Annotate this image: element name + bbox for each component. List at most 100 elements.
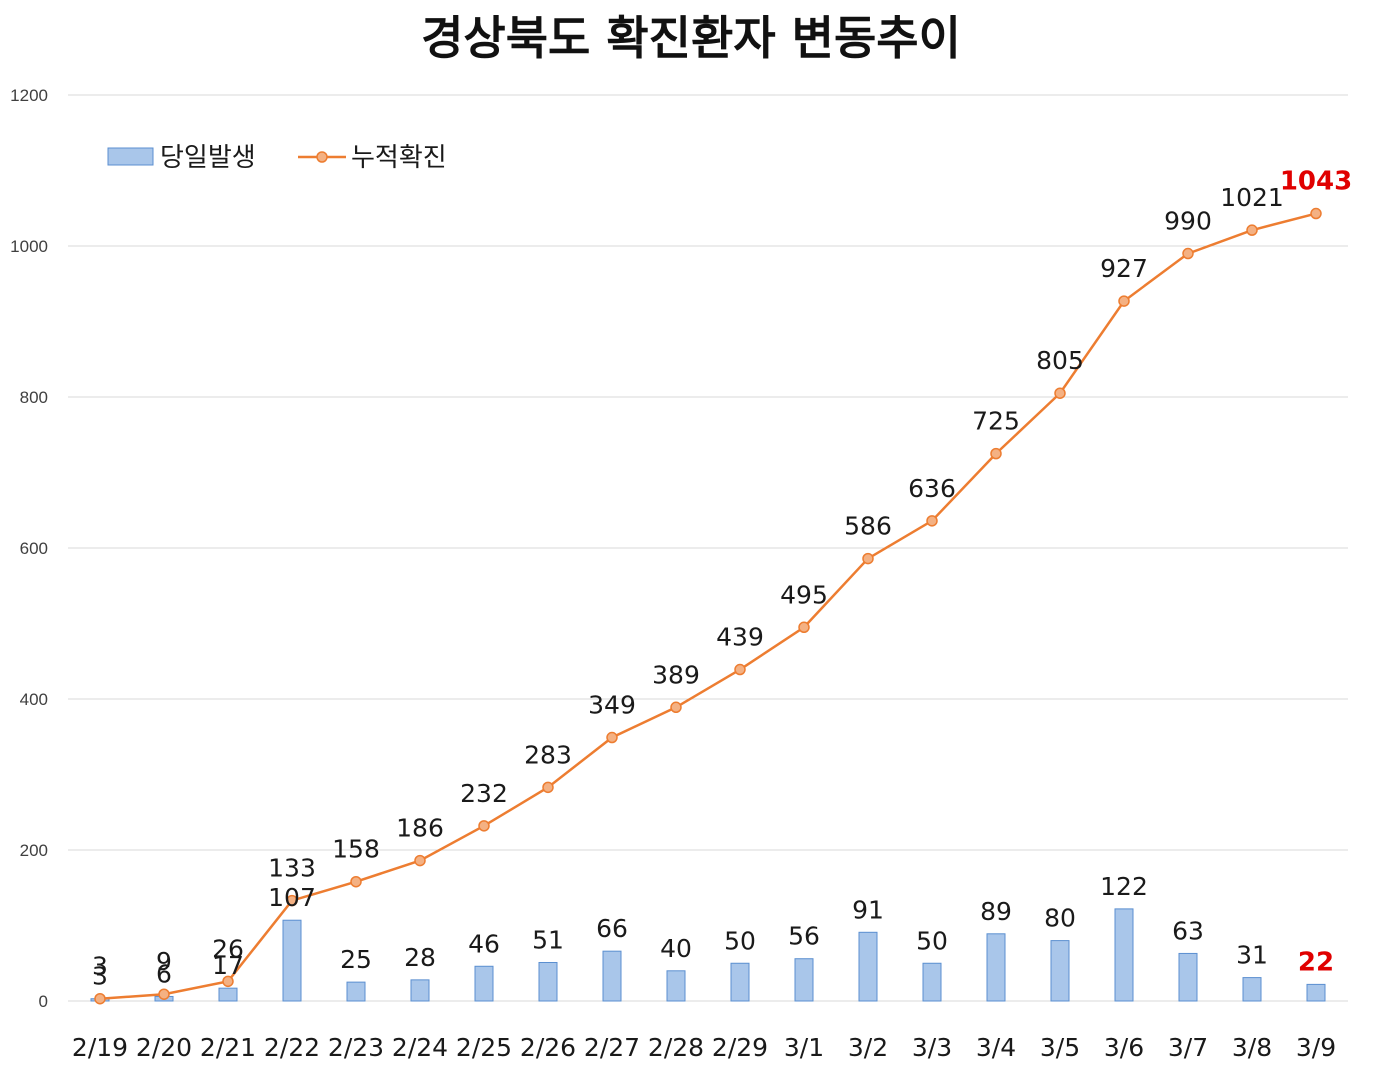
legend-bar-label: 당일발생 bbox=[160, 143, 256, 173]
x-tick-label: 3/6 bbox=[1104, 1033, 1144, 1062]
line-point bbox=[1246, 224, 1258, 236]
line-point bbox=[1054, 387, 1066, 399]
bar bbox=[986, 933, 1006, 1002]
line-series bbox=[94, 207, 1322, 1005]
y-tick-label: 200 bbox=[20, 841, 48, 860]
bar-data-label: 6 bbox=[156, 959, 172, 988]
x-tick-label: 2/25 bbox=[456, 1033, 512, 1062]
bar bbox=[218, 987, 238, 1002]
bar-data-label: 50 bbox=[724, 926, 756, 955]
bar-data-label: 56 bbox=[788, 922, 820, 951]
line-data-label: 495 bbox=[780, 580, 828, 609]
bar bbox=[538, 961, 558, 1002]
bar bbox=[1242, 977, 1262, 1002]
bar bbox=[1178, 952, 1198, 1002]
bar-data-label: 91 bbox=[852, 895, 884, 924]
legend-line-label: 누적확진 bbox=[351, 143, 447, 173]
line-point bbox=[990, 447, 1002, 460]
line-data-label: 927 bbox=[1100, 254, 1148, 283]
x-tick-label: 2/26 bbox=[520, 1033, 576, 1062]
x-tick-label: 3/8 bbox=[1232, 1033, 1272, 1062]
line-data-label: 133 bbox=[268, 854, 316, 883]
x-tick-label: 2/22 bbox=[264, 1033, 320, 1062]
line-data-label: 586 bbox=[844, 512, 892, 541]
line-data-label: 990 bbox=[1164, 207, 1212, 236]
line-point bbox=[670, 701, 682, 714]
line-point bbox=[286, 894, 298, 907]
bar-data-label: 80 bbox=[1044, 904, 1076, 933]
x-tick-label: 2/20 bbox=[136, 1033, 192, 1062]
bar-data-label: 31 bbox=[1236, 941, 1268, 970]
bar bbox=[858, 931, 878, 1002]
x-tick-label: 3/1 bbox=[784, 1033, 824, 1062]
line-data-label: 1043 bbox=[1280, 167, 1352, 197]
line-data-label: 389 bbox=[652, 660, 700, 689]
y-axis-ticks: 0 200 400 600 800 1000 1200 bbox=[10, 86, 48, 1011]
line-series-path bbox=[99, 212, 1317, 1000]
line-point bbox=[862, 552, 874, 565]
x-tick-label: 3/9 bbox=[1296, 1033, 1336, 1062]
line-point bbox=[798, 621, 810, 634]
y-tick-label: 400 bbox=[20, 690, 48, 709]
line-point bbox=[734, 663, 746, 676]
bar-data-label: 22 bbox=[1298, 947, 1334, 977]
x-tick-label: 2/23 bbox=[328, 1033, 384, 1062]
x-tick-label: 3/3 bbox=[912, 1033, 952, 1062]
y-tick-label: 800 bbox=[20, 388, 48, 407]
line-point bbox=[1310, 207, 1322, 220]
x-tick-label: 3/7 bbox=[1168, 1033, 1208, 1062]
bar-data-label: 51 bbox=[532, 925, 564, 954]
bar bbox=[1114, 908, 1134, 1002]
bar-data-label: 3 bbox=[92, 962, 108, 991]
x-tick-label: 3/2 bbox=[848, 1033, 888, 1062]
y-tick-label: 1000 bbox=[10, 237, 48, 256]
line-point bbox=[926, 515, 938, 527]
y-tick-label: 1200 bbox=[10, 86, 48, 105]
line-point bbox=[350, 875, 362, 888]
line-data-label: 439 bbox=[716, 623, 764, 652]
data-labels: 3 6 17 107 25 28 46 51 66 40 50 56 91 50 89 80 122 63 31 22… bbox=[92, 167, 1352, 991]
line-data-label: 636 bbox=[908, 474, 956, 503]
gridlines bbox=[68, 94, 1348, 1002]
line-data-label: 186 bbox=[396, 814, 444, 843]
line-point bbox=[478, 820, 490, 832]
line-data-label: 1021 bbox=[1220, 183, 1284, 212]
legend-bar-swatch bbox=[107, 147, 154, 166]
bar-data-label: 46 bbox=[468, 929, 500, 958]
line-point bbox=[222, 975, 234, 988]
legend: 당일발생 누적확진 bbox=[107, 143, 447, 173]
x-tick-label: 3/4 bbox=[976, 1033, 1016, 1062]
line-data-label: 232 bbox=[460, 779, 508, 808]
line-point bbox=[94, 992, 106, 1005]
line-data-label: 805 bbox=[1036, 346, 1084, 375]
line-point bbox=[414, 854, 426, 867]
line-point bbox=[1118, 295, 1130, 307]
line-data-label: 349 bbox=[588, 691, 636, 720]
bar bbox=[474, 965, 494, 1002]
bar-data-label: 17 bbox=[212, 951, 244, 980]
bar-data-label: 66 bbox=[596, 914, 628, 943]
bar-data-label: 25 bbox=[340, 945, 372, 974]
line-data-label: 26 bbox=[212, 934, 244, 963]
bar bbox=[730, 962, 750, 1002]
bar-data-label: 89 bbox=[980, 897, 1012, 926]
x-tick-label: 2/19 bbox=[72, 1033, 128, 1062]
bar bbox=[346, 981, 366, 1002]
line-point bbox=[1182, 247, 1194, 260]
chart-title: 경상북도 확진환자 변동추이 bbox=[421, 11, 961, 65]
bar bbox=[922, 962, 942, 1002]
bar-data-label: 122 bbox=[1100, 872, 1148, 901]
y-tick-label: 0 bbox=[39, 992, 48, 1011]
y-tick-label: 600 bbox=[20, 539, 48, 558]
bar-data-label: 28 bbox=[404, 943, 436, 972]
x-tick-label: 2/21 bbox=[200, 1033, 256, 1062]
bar bbox=[410, 979, 430, 1002]
x-tick-label: 2/24 bbox=[392, 1033, 448, 1062]
bar bbox=[1306, 983, 1326, 1002]
line-point bbox=[542, 781, 554, 794]
line-point bbox=[606, 731, 618, 744]
x-tick-label: 2/28 bbox=[648, 1033, 704, 1062]
bar bbox=[794, 958, 814, 1002]
line-data-label: 283 bbox=[524, 740, 572, 769]
